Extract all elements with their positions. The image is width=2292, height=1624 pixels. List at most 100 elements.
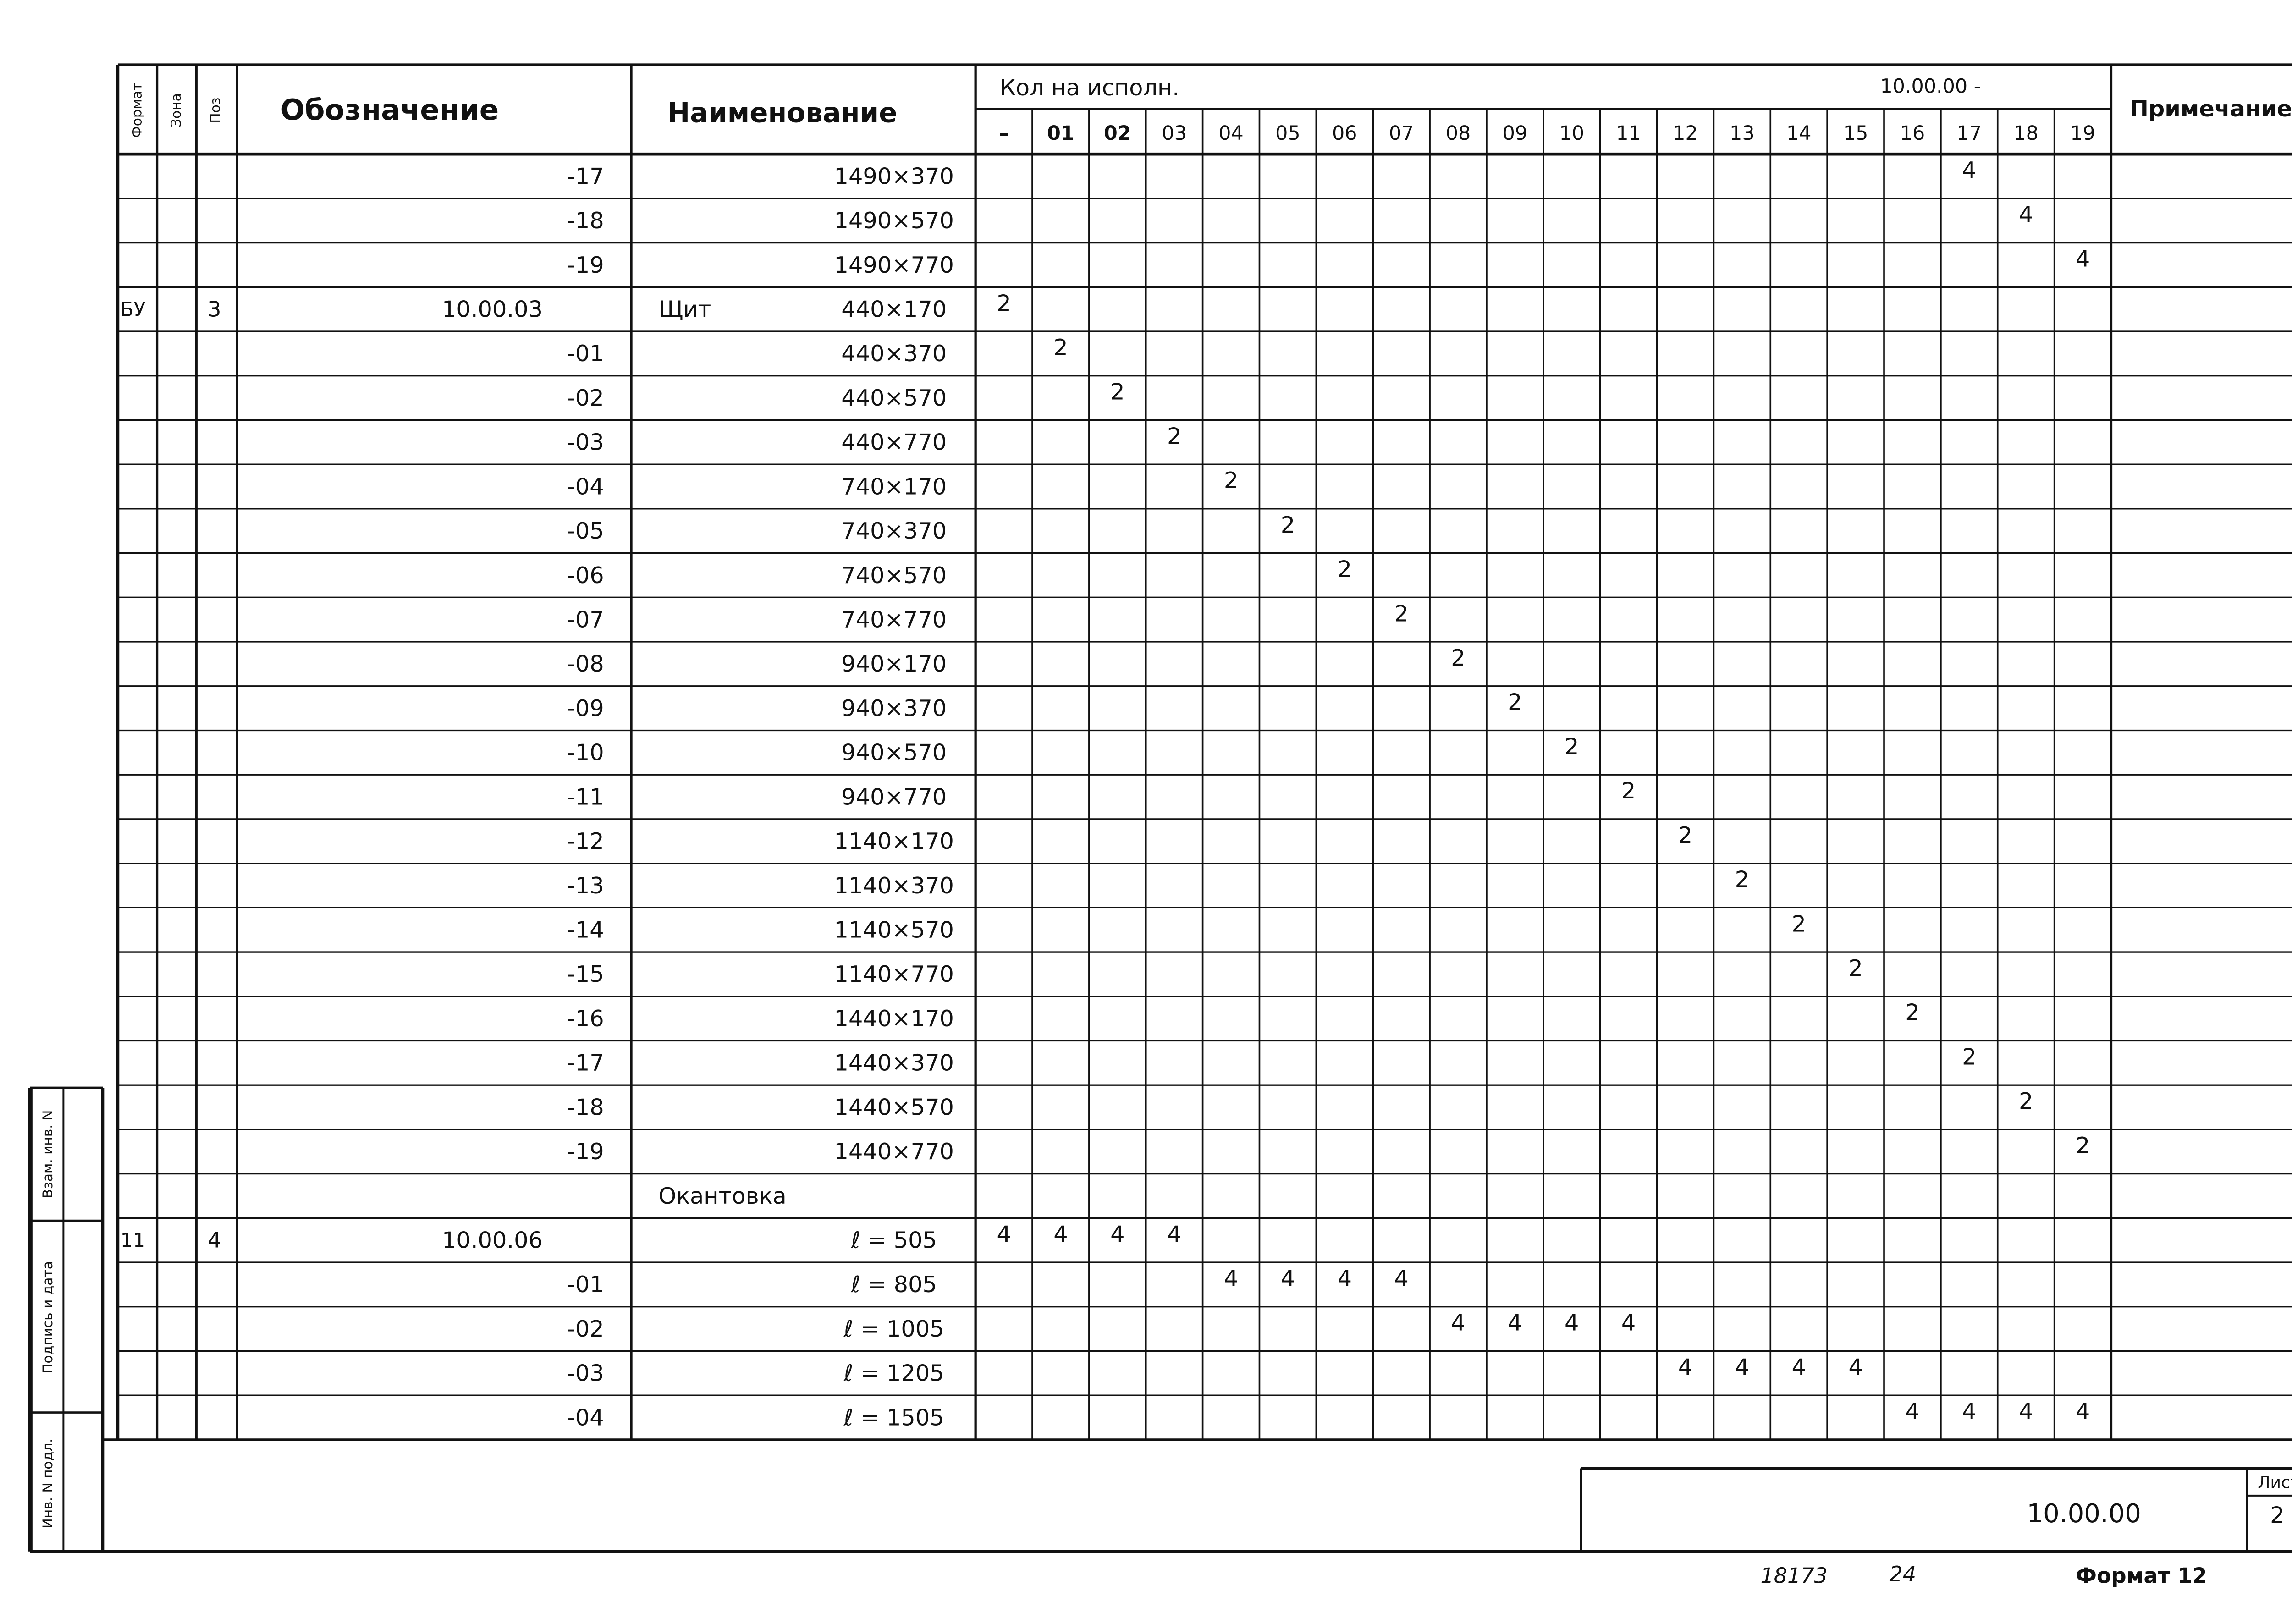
qty-cell: 2 [1905, 999, 1919, 1026]
designation-cell: -10 [567, 739, 604, 766]
qty-cell: 2 [1338, 556, 1352, 583]
qty-cell: 4 [1451, 1310, 1465, 1336]
size-cell: 1490×370 [834, 163, 954, 189]
qty-cell: 2 [1678, 822, 1692, 848]
format-cell: 11 [121, 1229, 145, 1252]
qty-cell: 4 [1110, 1221, 1124, 1247]
qty-cell: 4 [1848, 1354, 1862, 1380]
header-vertical: Поз [207, 97, 223, 123]
designation-cell: -07 [567, 606, 604, 633]
size-cell: 440×770 [841, 429, 947, 456]
footer-code: 24 [1890, 1562, 1917, 1586]
qty-cell: 2 [1962, 1043, 1976, 1070]
name-cell: Щит [658, 296, 711, 322]
size-cell: ℓ = 1505 [843, 1404, 944, 1431]
sheet-number: 2 [2270, 1502, 2284, 1528]
designation-cell: -16 [567, 1005, 604, 1032]
column-label: 07 [1389, 122, 1414, 145]
side-stamp: Взам. инв. N [39, 1110, 55, 1199]
qty-cell: 4 [1792, 1354, 1806, 1380]
size-cell: ℓ = 1205 [843, 1360, 944, 1387]
designation-cell: -01 [567, 340, 604, 367]
column-label: 10 [1559, 122, 1584, 145]
column-label: 04 [1218, 122, 1243, 145]
designation-cell: -19 [567, 252, 604, 278]
column-label: 15 [1843, 122, 1868, 145]
size-cell: 740×370 [841, 517, 947, 544]
name-cell: Окантовка [658, 1183, 787, 1209]
column-label: 12 [1673, 122, 1697, 145]
designation-cell: -19 [567, 1138, 604, 1165]
qty-cell: 2 [997, 290, 1011, 316]
qty-cell: 2 [1053, 334, 1068, 361]
qty-cell: 4 [2076, 1398, 2090, 1425]
size-cell: 440×570 [841, 385, 947, 411]
column-label: 18 [2013, 122, 2038, 145]
qty-cell: 2 [2019, 1088, 2033, 1114]
footer-number: 18173 [1760, 1563, 1828, 1588]
designation-cell: -01 [567, 1271, 604, 1298]
column-label: 06 [1332, 122, 1357, 145]
header-vertical: Зона [168, 93, 184, 127]
column-label: 03 [1162, 122, 1186, 145]
qty-cell: 2 [1565, 733, 1579, 760]
column-label: 13 [1730, 122, 1754, 145]
header-vertical: Формат [128, 83, 144, 138]
designation-cell: -17 [567, 1050, 604, 1076]
designation-cell: -13 [567, 872, 604, 899]
column-label: 14 [1786, 122, 1811, 145]
column-label: 05 [1275, 122, 1300, 145]
qty-cell: 4 [1053, 1221, 1068, 1247]
header-name: Наименование [667, 97, 898, 129]
qty-cell: 4 [1735, 1354, 1749, 1380]
format-cell: БУ [120, 298, 145, 321]
qty-cell: 2 [1792, 910, 1806, 937]
column-label: 11 [1616, 122, 1641, 145]
size-cell: 1440×170 [834, 1005, 954, 1032]
size-cell: 940×370 [841, 695, 947, 721]
size-cell: 1440×570 [834, 1094, 954, 1120]
qty-cell: 4 [1508, 1310, 1522, 1336]
header-qty-title: Кол на исполн. [1000, 74, 1179, 101]
designation-cell: -03 [567, 1360, 604, 1387]
header-designation: Обозначение [281, 93, 499, 127]
qty-cell: 4 [1394, 1265, 1408, 1292]
column-label: 08 [1446, 122, 1471, 145]
size-cell: 440×370 [841, 340, 947, 367]
qty-cell: 2 [2076, 1132, 2090, 1159]
qty-cell: 4 [997, 1221, 1011, 1247]
header-note: Примечание [2130, 95, 2292, 122]
qty-cell: 4 [2019, 1398, 2033, 1425]
designation-cell: -12 [567, 828, 604, 854]
column-label: 19 [2070, 122, 2095, 145]
qty-cell: 4 [2019, 201, 2033, 228]
designation-cell: -04 [567, 1404, 604, 1431]
designation-cell: -18 [567, 207, 604, 234]
size-cell: 1140×370 [834, 872, 954, 899]
column-label: 02 [1104, 122, 1131, 145]
qty-cell: 4 [1224, 1265, 1238, 1292]
designation-cell: 10.00.03 [442, 296, 543, 322]
qty-cell: 4 [2076, 246, 2090, 272]
pos-cell: 3 [208, 297, 221, 321]
header-qty-prefix: 10.00.00 - [1880, 75, 1981, 98]
size-cell: 1140×570 [834, 916, 954, 943]
designation-cell: -08 [567, 650, 604, 677]
designation-cell: -05 [567, 517, 604, 544]
designation-cell: -18 [567, 1094, 604, 1120]
side-stamp: Инв. N подл. [39, 1439, 55, 1529]
designation-cell: -09 [567, 695, 604, 721]
qty-cell: 4 [1621, 1310, 1636, 1336]
footer-format: Формат 12 [2076, 1563, 2207, 1588]
qty-cell: 4 [1338, 1265, 1352, 1292]
sheet-label: Лист [2258, 1472, 2292, 1492]
pos-cell: 4 [208, 1228, 221, 1252]
size-cell: 1490×770 [834, 252, 954, 278]
designation-cell: -03 [567, 429, 604, 456]
size-cell: 940×770 [841, 783, 947, 810]
qty-cell: 2 [1508, 689, 1522, 716]
title-document: 10.00.00 [2027, 1499, 2141, 1529]
qty-cell: 2 [1394, 600, 1408, 627]
